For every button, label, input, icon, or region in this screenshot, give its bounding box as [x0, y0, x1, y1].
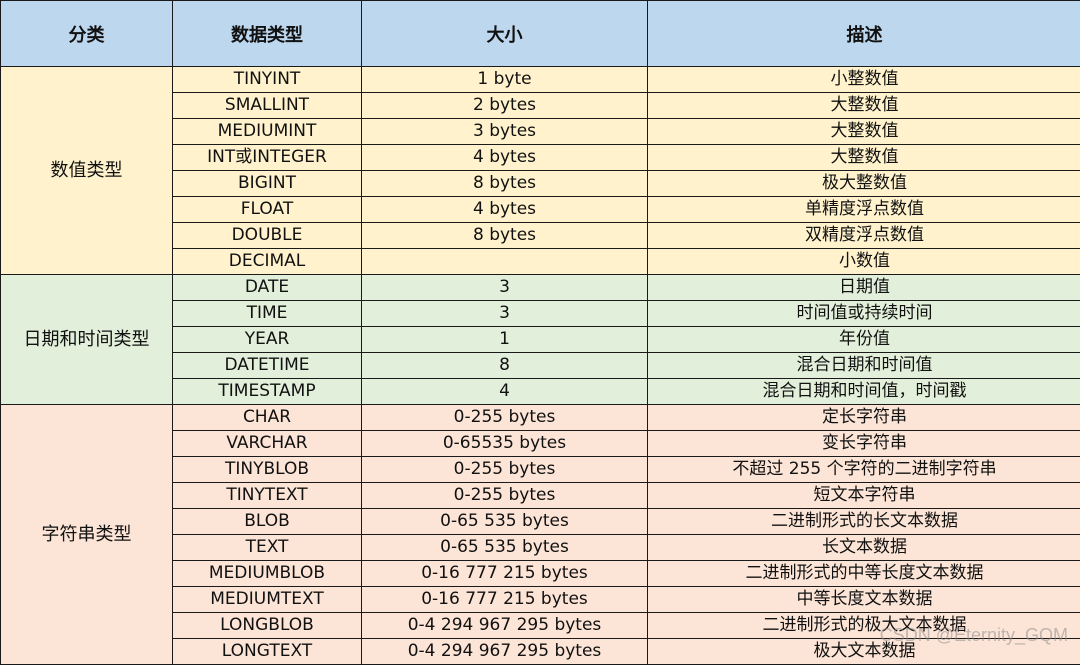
description-cell: 小数值 [648, 249, 1080, 275]
description-cell: 双精度浮点数值 [648, 223, 1080, 249]
size-cell: 4 bytes [362, 145, 648, 171]
size-cell: 8 [362, 353, 648, 379]
category-cell: 日期和时间类型 [1, 275, 173, 405]
type-cell: MEDIUMTEXT [173, 587, 362, 613]
type-cell: CHAR [173, 405, 362, 431]
size-cell: 4 bytes [362, 197, 648, 223]
type-cell: SMALLINT [173, 93, 362, 119]
type-cell: TIMESTAMP [173, 379, 362, 405]
size-cell: 0-65 535 bytes [362, 509, 648, 535]
category-cell: 字符串类型 [1, 405, 173, 665]
size-cell: 8 bytes [362, 171, 648, 197]
header-size: 大小 [362, 1, 648, 67]
description-cell: 极大整数值 [648, 171, 1080, 197]
type-cell: MEDIUMBLOB [173, 561, 362, 587]
type-cell: MEDIUMINT [173, 119, 362, 145]
description-cell: 大整数值 [648, 145, 1080, 171]
type-cell: LONGTEXT [173, 639, 362, 665]
description-cell: 时间值或持续时间 [648, 301, 1080, 327]
size-cell: 0-255 bytes [362, 405, 648, 431]
type-cell: BIGINT [173, 171, 362, 197]
description-cell: 小整数值 [648, 67, 1080, 93]
type-cell: LONGBLOB [173, 613, 362, 639]
size-cell [362, 249, 648, 275]
header-category: 分类 [1, 1, 173, 67]
description-cell: 定长字符串 [648, 405, 1080, 431]
size-cell: 3 [362, 301, 648, 327]
size-cell: 0-4 294 967 295 bytes [362, 613, 648, 639]
size-cell: 0-16 777 215 bytes [362, 561, 648, 587]
size-cell: 0-255 bytes [362, 483, 648, 509]
type-cell: DOUBLE [173, 223, 362, 249]
type-cell: INT或INTEGER [173, 145, 362, 171]
type-cell: TEXT [173, 535, 362, 561]
size-cell: 8 bytes [362, 223, 648, 249]
type-cell: TINYBLOB [173, 457, 362, 483]
type-cell: DATETIME [173, 353, 362, 379]
type-cell: BLOB [173, 509, 362, 535]
description-cell: 单精度浮点数值 [648, 197, 1080, 223]
description-cell: 日期值 [648, 275, 1080, 301]
size-cell: 1 byte [362, 67, 648, 93]
size-cell: 2 bytes [362, 93, 648, 119]
description-cell: 大整数值 [648, 93, 1080, 119]
type-cell: VARCHAR [173, 431, 362, 457]
size-cell: 4 [362, 379, 648, 405]
size-cell: 3 bytes [362, 119, 648, 145]
description-cell: 变长字符串 [648, 431, 1080, 457]
header-data-type: 数据类型 [173, 1, 362, 67]
type-cell: FLOAT [173, 197, 362, 223]
description-cell: 不超过 255 个字符的二进制字符串 [648, 457, 1080, 483]
description-cell: 短文本字符串 [648, 483, 1080, 509]
description-cell: 二进制形式的中等长度文本数据 [648, 561, 1080, 587]
type-cell: TINYTEXT [173, 483, 362, 509]
size-cell: 0-65535 bytes [362, 431, 648, 457]
size-cell: 0-4 294 967 295 bytes [362, 639, 648, 665]
type-cell: DECIMAL [173, 249, 362, 275]
description-cell: 混合日期和时间值 [648, 353, 1080, 379]
description-cell: 年份值 [648, 327, 1080, 353]
size-cell: 0-255 bytes [362, 457, 648, 483]
size-cell: 1 [362, 327, 648, 353]
header-description: 描述 [648, 1, 1080, 67]
watermark: CSDN @Eternity_GQM [880, 625, 1068, 646]
description-cell: 二进制形式的长文本数据 [648, 509, 1080, 535]
size-cell: 0-65 535 bytes [362, 535, 648, 561]
type-cell: TINYINT [173, 67, 362, 93]
description-cell: 长文本数据 [648, 535, 1080, 561]
type-cell: TIME [173, 301, 362, 327]
description-cell: 中等长度文本数据 [648, 587, 1080, 613]
size-cell: 0-16 777 215 bytes [362, 587, 648, 613]
size-cell: 3 [362, 275, 648, 301]
description-cell: 大整数值 [648, 119, 1080, 145]
header-row: 分类 数据类型 大小 描述 [1, 1, 1080, 67]
category-cell: 数值类型 [1, 67, 173, 275]
type-cell: YEAR [173, 327, 362, 353]
description-cell: 混合日期和时间值，时间戳 [648, 379, 1080, 405]
type-cell: DATE [173, 275, 362, 301]
